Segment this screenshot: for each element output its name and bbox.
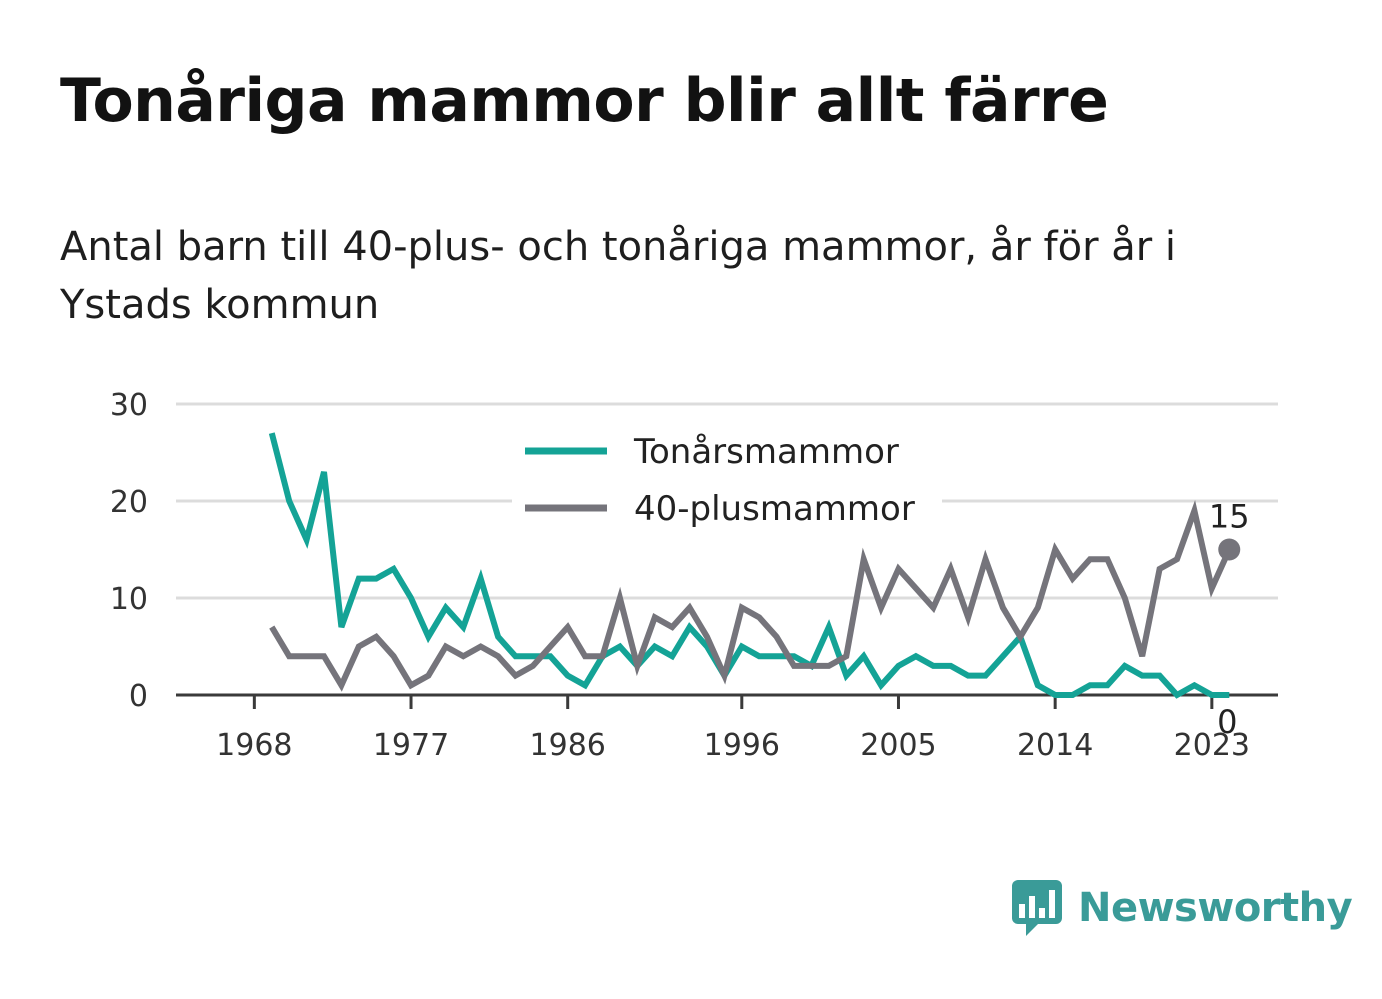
grid-lines xyxy=(176,402,1278,697)
chart-title: Tonåriga mammor blir allt färre xyxy=(60,66,1109,136)
y-tick-label: 30 xyxy=(110,388,148,423)
y-tick-label: 20 xyxy=(110,485,148,520)
chart-subtitle: Antal barn till 40-plus- och tonåriga ma… xyxy=(60,224,1177,328)
end-value-label: 15 xyxy=(1209,498,1250,536)
series-end-marker xyxy=(1218,538,1241,561)
x-tick-label: 2014 xyxy=(1017,728,1093,763)
legend: Tonårsmammor 40-plusmammor xyxy=(512,425,942,530)
x-tick-label: 1977 xyxy=(373,728,449,763)
brand-name: Newsworthy xyxy=(1078,885,1353,931)
legend-label: Tonårsmammor xyxy=(633,432,899,472)
y-tick-label: 10 xyxy=(110,582,148,617)
series-line xyxy=(268,432,1230,699)
end-value-label: 0 xyxy=(1217,703,1237,741)
x-tick-label: 1986 xyxy=(530,728,606,763)
series-lines xyxy=(268,432,1233,699)
x-tick-label: 2023 xyxy=(1174,728,1250,763)
brand-logo: Newsworthy xyxy=(1010,878,1353,938)
legend-label: 40-plusmammor xyxy=(634,489,915,529)
x-axis-ticks: 1968 1977 1986 1996 2005 2014 2023 xyxy=(216,695,1250,763)
y-tick-label: 0 xyxy=(129,679,148,714)
end-labels: 15 0 xyxy=(1209,498,1250,742)
y-axis-ticks: 0 10 20 30 xyxy=(110,388,148,714)
x-tick-label: 1996 xyxy=(704,728,780,763)
x-tick-label: 1968 xyxy=(216,728,292,763)
x-tick-label: 2005 xyxy=(860,728,936,763)
series-line xyxy=(269,499,1233,692)
bar-chart-speech-bubble-icon xyxy=(1012,880,1062,936)
